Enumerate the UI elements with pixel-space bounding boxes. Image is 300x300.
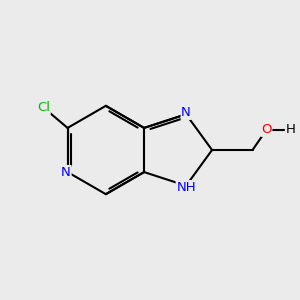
Text: Cl: Cl bbox=[37, 101, 50, 114]
Text: O: O bbox=[261, 123, 272, 136]
Text: NH: NH bbox=[176, 181, 196, 194]
Text: N: N bbox=[181, 106, 191, 119]
Text: H: H bbox=[286, 123, 296, 136]
Text: N: N bbox=[61, 166, 71, 178]
